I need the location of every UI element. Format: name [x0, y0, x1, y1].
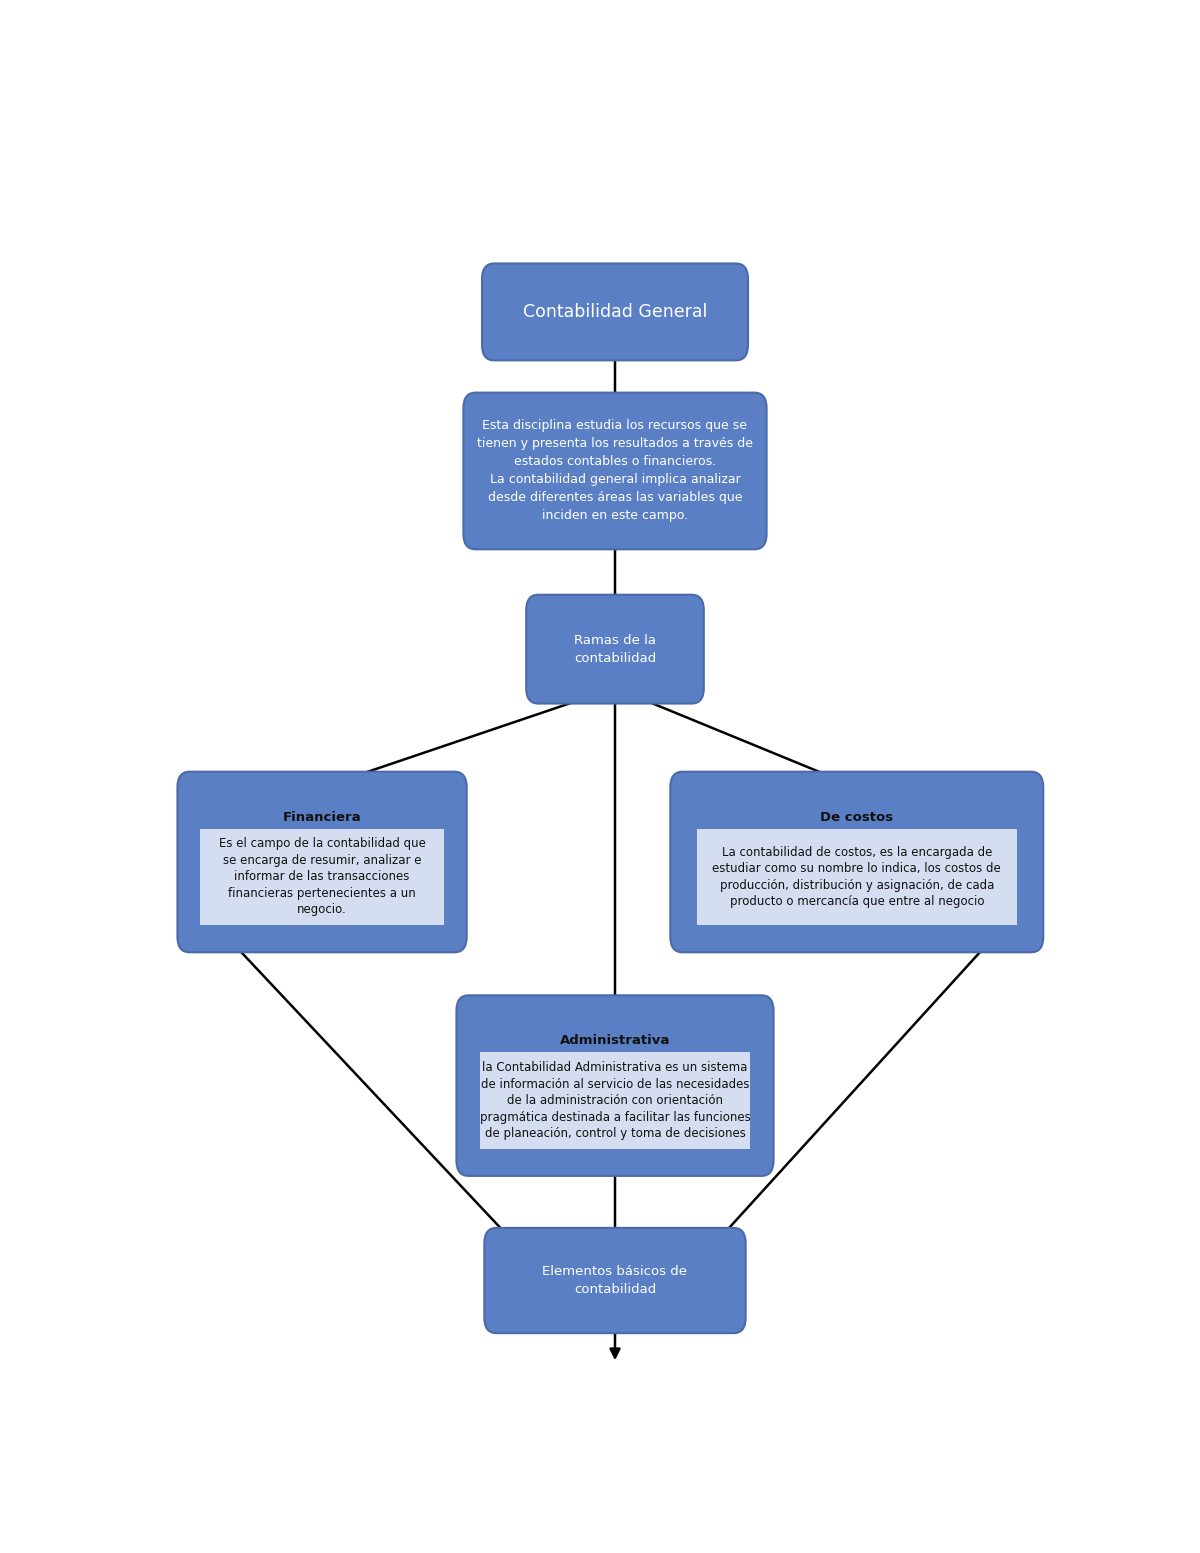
- FancyBboxPatch shape: [480, 1051, 750, 1149]
- FancyBboxPatch shape: [200, 828, 444, 926]
- Text: Financiera: Financiera: [283, 811, 361, 823]
- Text: Es el campo de la contabilidad que
se encarga de resumir, analizar e
informar de: Es el campo de la contabilidad que se en…: [218, 837, 426, 916]
- Text: la Contabilidad Administrativa es un sistema
de información al servicio de las n: la Contabilidad Administrativa es un sis…: [480, 1061, 750, 1140]
- Text: Ramas de la
contabilidad: Ramas de la contabilidad: [574, 634, 656, 665]
- Text: Contabilidad General: Contabilidad General: [523, 303, 707, 321]
- FancyBboxPatch shape: [671, 772, 1043, 952]
- FancyBboxPatch shape: [482, 264, 748, 360]
- FancyBboxPatch shape: [526, 595, 704, 704]
- Text: Esta disciplina estudia los recursos que se
tienen y presenta los resultados a t: Esta disciplina estudia los recursos que…: [478, 419, 754, 522]
- Text: De costos: De costos: [821, 811, 893, 823]
- FancyBboxPatch shape: [456, 995, 774, 1176]
- FancyBboxPatch shape: [463, 393, 767, 550]
- FancyBboxPatch shape: [697, 828, 1016, 926]
- FancyBboxPatch shape: [178, 772, 467, 952]
- Text: Administrativa: Administrativa: [560, 1034, 670, 1047]
- Text: Elementos básicos de
contabilidad: Elementos básicos de contabilidad: [542, 1266, 688, 1297]
- FancyBboxPatch shape: [485, 1228, 745, 1332]
- Text: La contabilidad de costos, es la encargada de
estudiar como su nombre lo indica,: La contabilidad de costos, es la encarga…: [713, 846, 1001, 909]
